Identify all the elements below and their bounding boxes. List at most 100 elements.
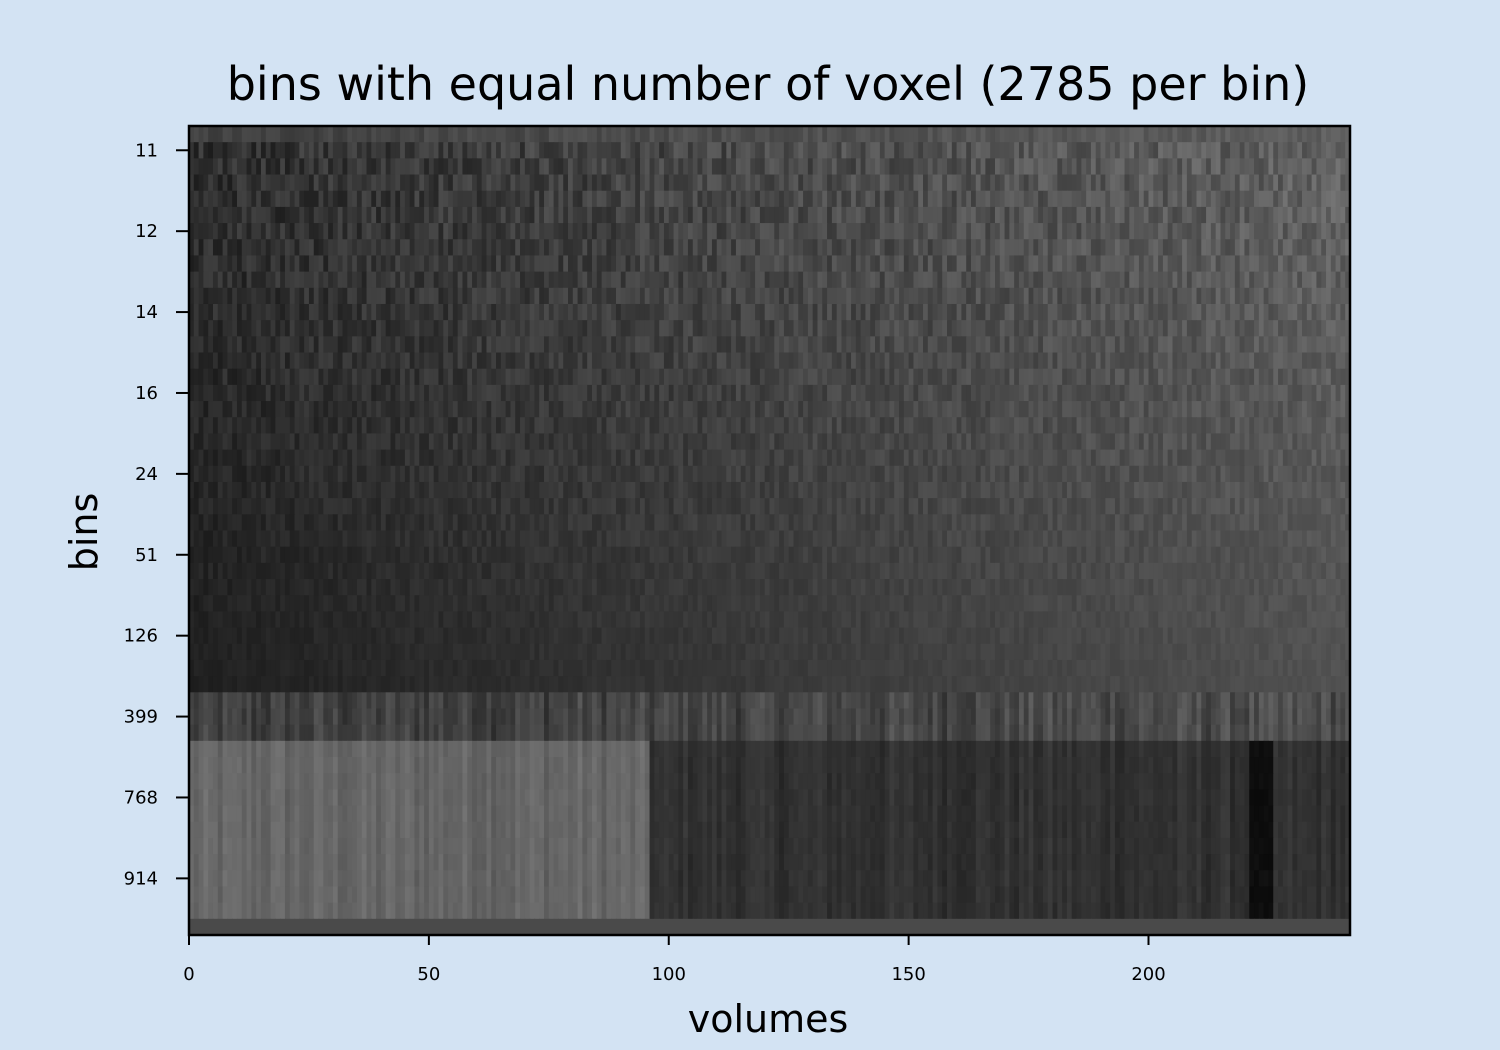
heatmap-cell [865, 401, 871, 418]
heatmap-cell [1153, 368, 1159, 386]
heatmap-cell [1138, 352, 1145, 370]
heatmap-cell [587, 271, 593, 289]
heatmap-cell [232, 320, 238, 337]
heatmap-cell [1321, 142, 1327, 159]
heatmap-cell [1119, 287, 1126, 305]
heatmap-cell [625, 174, 631, 192]
heatmap-cell [313, 158, 320, 176]
heatmap-cell [735, 449, 742, 467]
heatmap-cell [1282, 158, 1289, 176]
heatmap-cell [639, 401, 646, 418]
heatmap-cell [212, 287, 219, 305]
heatmap-cell [807, 336, 814, 354]
heatmap-cell [438, 126, 444, 143]
heatmap-cell [1278, 239, 1284, 257]
heatmap-cell [1258, 384, 1265, 402]
heatmap-cell [318, 384, 324, 402]
heatmap-cell [745, 449, 751, 467]
heatmap-cell [524, 206, 531, 224]
heatmap-cell [563, 223, 569, 240]
heatmap-cell [1095, 320, 1102, 337]
heatmap-cell [774, 239, 780, 257]
heatmap-cell [927, 352, 934, 370]
heatmap-cell [865, 384, 871, 402]
heatmap-cell [203, 239, 209, 257]
heatmap-cell [668, 320, 675, 337]
heatmap-cell [548, 384, 555, 402]
heatmap-cell [510, 401, 516, 418]
heatmap-cell [318, 271, 324, 289]
heatmap-cell [577, 384, 583, 402]
heatmap-cell [1004, 158, 1010, 176]
heatmap-cell [390, 384, 396, 402]
heatmap-cell [1110, 255, 1116, 273]
heatmap-cell [1225, 271, 1231, 289]
heatmap-cell [759, 126, 766, 143]
heatmap-cell [865, 255, 871, 273]
heatmap-cell [601, 449, 607, 467]
heatmap-cell [385, 190, 392, 208]
heatmap-cell [404, 287, 411, 305]
heatmap-cell [534, 223, 540, 240]
heatmap-cell [1186, 320, 1193, 337]
heatmap-cell [1340, 384, 1346, 402]
heatmap-cell [500, 239, 507, 257]
heatmap-cell [1172, 368, 1178, 386]
heatmap-cell [582, 368, 588, 386]
heatmap-cell [1167, 158, 1174, 176]
heatmap-cell [1062, 206, 1068, 224]
heatmap-cell [745, 271, 751, 289]
heatmap-cell [428, 401, 435, 418]
heatmap-cell [1162, 190, 1169, 208]
heatmap-cell [644, 271, 651, 289]
heatmap-cell [1206, 368, 1212, 386]
heatmap-cell [472, 206, 478, 224]
heatmap-cell [337, 336, 344, 354]
heatmap-cell [313, 352, 320, 370]
heatmap-cell [1057, 158, 1063, 176]
heatmap-cell [289, 303, 296, 321]
heatmap-cell [577, 158, 583, 176]
heatmap-cell [356, 206, 363, 224]
heatmap-cell [260, 255, 267, 273]
heatmap-cell [615, 401, 622, 418]
heatmap-cell [189, 401, 195, 418]
heatmap-cell [548, 303, 555, 321]
heatmap-cell [241, 449, 248, 467]
heatmap-cell [198, 158, 204, 176]
heatmap-cell [750, 401, 756, 418]
heatmap-cell [452, 287, 459, 305]
heatmap-cell [1239, 336, 1246, 354]
heatmap-cell [918, 190, 924, 208]
heatmap-cell [774, 303, 780, 321]
heatmap-cell [1047, 158, 1054, 176]
heatmap-cell [956, 158, 962, 176]
heatmap-cell [1071, 368, 1078, 386]
heatmap-cell [582, 303, 588, 321]
heatmap-cell [568, 433, 574, 451]
heatmap-cell [1177, 287, 1183, 305]
heatmap-cell [649, 320, 655, 337]
heatmap-cell [1047, 352, 1054, 370]
heatmap-cell [558, 206, 564, 224]
heatmap-cell [975, 223, 982, 240]
heatmap-cell [275, 271, 281, 289]
heatmap-cell [615, 206, 622, 224]
heatmap-cell [1143, 239, 1150, 257]
heatmap-cell [275, 433, 281, 451]
heatmap-cell [1052, 271, 1058, 289]
heatmap-cell [510, 142, 516, 159]
heatmap-cell [659, 239, 665, 257]
heatmap-cell [1062, 352, 1068, 370]
heatmap-cell [299, 271, 305, 289]
heatmap-cell [380, 190, 387, 208]
heatmap-cell [855, 206, 862, 224]
heatmap-cell [1033, 384, 1039, 402]
heatmap-cell [1239, 417, 1246, 435]
heatmap-cell [635, 174, 641, 192]
heatmap-cell [241, 352, 248, 370]
heatmap-cell [1335, 126, 1342, 143]
heatmap-cell [457, 449, 464, 467]
heatmap-cell [529, 142, 536, 159]
heatmap-cell [1258, 174, 1265, 192]
